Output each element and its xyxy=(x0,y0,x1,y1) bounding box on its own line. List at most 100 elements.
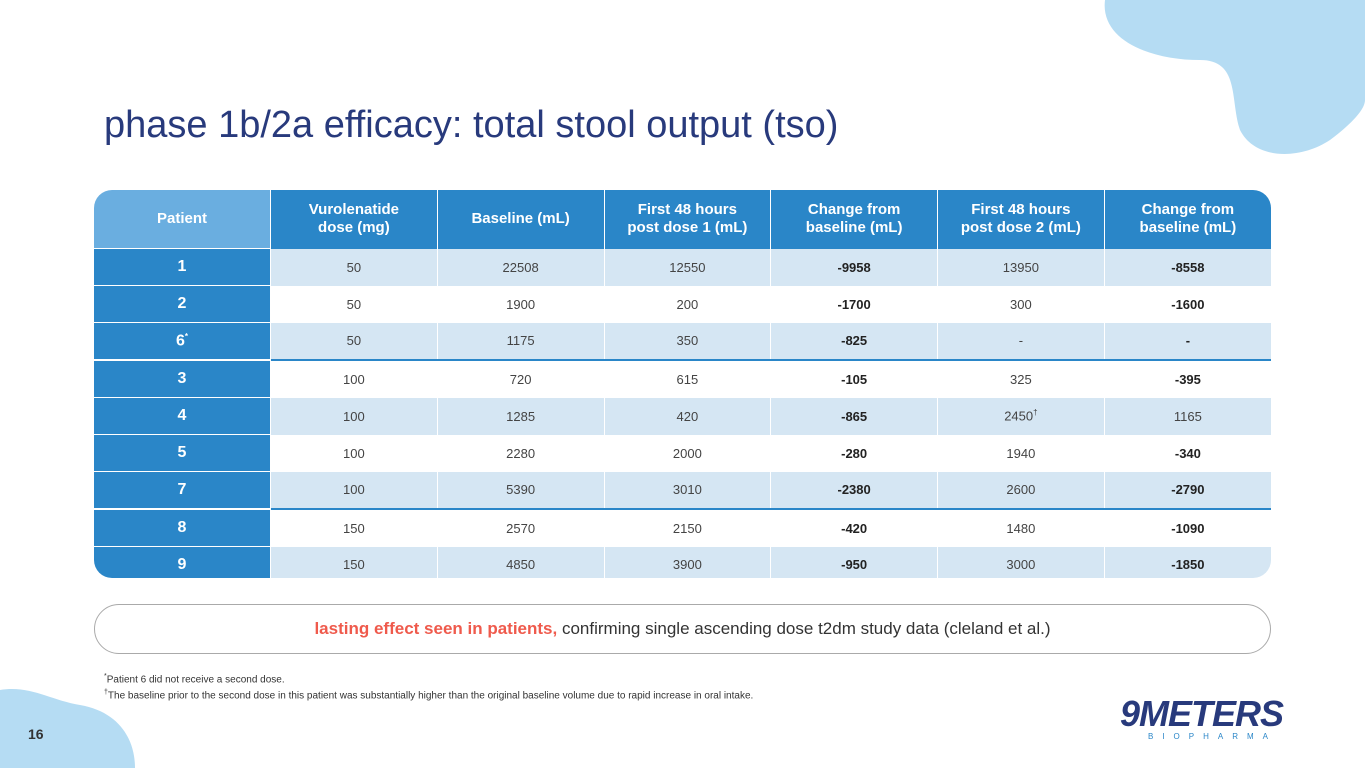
data-cell: - xyxy=(1103,322,1271,360)
data-cell: 22508 xyxy=(436,248,604,286)
header-cell: First 48 hours post dose 2 (mL) xyxy=(937,190,1105,249)
data-cell: 1165 xyxy=(1103,397,1271,435)
patient-cell: 6* xyxy=(94,322,271,360)
data-cell: 2600 xyxy=(937,471,1105,509)
data-cell: 615 xyxy=(603,359,771,398)
data-cell: 3000 xyxy=(937,546,1105,578)
data-cell: -8558 xyxy=(1103,248,1271,286)
data-cell: 13950 xyxy=(937,248,1105,286)
data-cell: 12550 xyxy=(603,248,771,286)
footnote-text: The baseline prior to the second dose in… xyxy=(107,690,754,702)
data-cell: 325 xyxy=(937,359,1105,398)
efficacy-table: Patient Vurolenatide dose (mg) Baseline (m… xyxy=(94,190,1271,578)
table-row: 2 50 1900 200 -1700 300 -1600 xyxy=(94,285,1271,323)
header-cell: Patient xyxy=(94,190,271,249)
data-cell: 2570 xyxy=(436,508,604,547)
header-cell: Vurolenatide dose (mg) xyxy=(270,190,438,249)
data-cell: 100 xyxy=(270,359,438,398)
data-cell: -825 xyxy=(770,322,938,360)
data-cell: 2450† xyxy=(937,397,1105,435)
data-cell: 5390 xyxy=(436,471,604,509)
header-row: Patient Vurolenatide dose (mg) Baseline (m… xyxy=(94,190,1271,249)
data-cell: 1480 xyxy=(937,508,1105,547)
blob xyxy=(0,688,135,768)
table-row: 1 50 22508 12550 -9958 13950 -8558 xyxy=(94,248,1271,286)
logo-name: 9METERS xyxy=(1120,693,1284,734)
data-cell: 1940 xyxy=(937,434,1105,472)
table-row: 7 100 5390 3010 -2380 2600 -2790 xyxy=(94,471,1271,509)
data-cell: -395 xyxy=(1103,359,1271,398)
data-cell: 100 xyxy=(270,397,438,435)
footnote-marker: † xyxy=(104,689,108,697)
data-cell: 4850 xyxy=(436,546,604,578)
blob xyxy=(1104,0,1365,154)
cell-text: 6 xyxy=(175,332,185,350)
data-cell: -1700 xyxy=(770,285,938,323)
cell-marker: † xyxy=(1033,408,1038,418)
data-cell: 150 xyxy=(270,546,438,578)
patient-cell: 3 xyxy=(94,359,271,398)
data-cell: 50 xyxy=(270,285,438,323)
header-cell: First 48 hours post dose 1 (mL) xyxy=(603,190,771,249)
cell-text: 1165 xyxy=(1173,408,1202,424)
patient-cell: 2 xyxy=(94,285,271,323)
data-cell: 50 xyxy=(270,248,438,286)
table-row: 9 150 4850 3900 -950 3000 -1850 xyxy=(94,546,1271,578)
page-number: 16 xyxy=(28,726,44,742)
table-row: 5 100 2280 2000 -280 1940 -340 xyxy=(94,434,1271,472)
callout: lasting effect seen in patients, confirm… xyxy=(94,604,1271,654)
data-cell: 3010 xyxy=(603,471,771,509)
table-row: 4 100 1285 420 -865 2450† 1165 xyxy=(94,397,1271,435)
table-container: Patient Vurolenatide dose (mg) Baseline (m… xyxy=(94,190,1271,578)
data-cell: -865 xyxy=(770,397,938,435)
data-cell: -2790 xyxy=(1103,471,1271,509)
cell-marker: * xyxy=(184,331,189,341)
logo-tagline: BIOPHARMA xyxy=(1148,732,1278,741)
data-cell: -1090 xyxy=(1103,508,1271,547)
logo: 9METERS BIOPHARMA xyxy=(1120,693,1335,742)
data-cell: 720 xyxy=(436,359,604,398)
table-row: 8 150 2570 2150 -420 1480 -1090 xyxy=(94,508,1271,547)
data-cell: 2150 xyxy=(603,508,771,547)
footnote-marker: * xyxy=(104,673,107,680)
data-cell: 350 xyxy=(603,322,771,360)
patient-cell: 4 xyxy=(94,397,271,435)
footnotes: *Patient 6 did not receive a second dose… xyxy=(104,670,753,703)
data-cell: -280 xyxy=(770,434,938,472)
patient-cell: 8 xyxy=(94,508,271,547)
data-cell: 3900 xyxy=(603,546,771,578)
data-cell: -950 xyxy=(770,546,938,578)
header-cell: Change from baseline (mL) xyxy=(1103,190,1271,249)
patient-cell: 7 xyxy=(94,471,271,509)
table-row: 3 100 720 615 -105 325 -395 xyxy=(94,359,1271,398)
data-cell: 100 xyxy=(270,434,438,472)
footnote: †The baseline prior to the second dose i… xyxy=(104,686,753,702)
data-cell: 200 xyxy=(603,285,771,323)
data-cell: 2000 xyxy=(603,434,771,472)
header-cell: Baseline (mL) xyxy=(436,190,604,249)
data-cell: 100 xyxy=(270,471,438,509)
footnote-text: Patient 6 did not receive a second dose. xyxy=(106,674,285,686)
data-cell: -340 xyxy=(1103,434,1271,472)
data-cell: 2280 xyxy=(436,434,604,472)
callout-text: confirming single ascending dose t2dm st… xyxy=(561,619,1051,638)
table-row: 6* 50 1175 350 -825- - xyxy=(94,322,1271,360)
data-cell: 300 xyxy=(937,285,1105,323)
data-cell: - xyxy=(937,322,1105,360)
patient-cell: 9 xyxy=(94,546,271,578)
data-cell: -420 xyxy=(770,508,938,547)
data-cell: -2380 xyxy=(770,471,938,509)
table-body: 1 50 22508 12550 -9958 13950 -8558 2 50 1900 200 -1… xyxy=(94,248,1271,578)
data-cell: 420 xyxy=(603,397,771,435)
data-cell: -1850 xyxy=(1103,546,1271,578)
patient-cell: 5 xyxy=(94,434,271,472)
title: phase 1b/2a efficacy: total stool output… xyxy=(104,104,839,146)
data-cell: 1900 xyxy=(436,285,604,323)
patient-cell: 1 xyxy=(94,248,271,286)
data-cell: 150 xyxy=(270,508,438,547)
cell-text: 2450 xyxy=(1004,408,1034,424)
callout-highlight: lasting effect seen in patients, xyxy=(314,619,558,638)
header-cell: Change from baseline (mL) xyxy=(770,190,938,249)
